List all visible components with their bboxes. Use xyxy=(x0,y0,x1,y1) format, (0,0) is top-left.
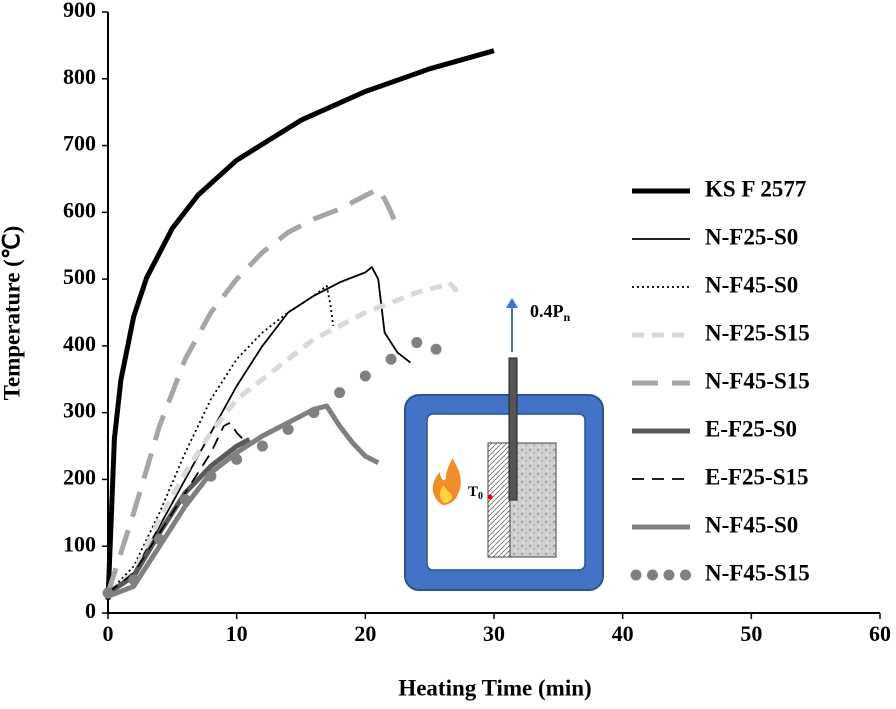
legend-label: E-F25-S0 xyxy=(705,416,797,441)
legend-swatch xyxy=(630,569,642,581)
y-tick-label: 100 xyxy=(63,531,96,556)
legend-label: KS F 2577 xyxy=(705,176,806,201)
x-tick-label: 50 xyxy=(740,621,762,646)
y-tick-label: 200 xyxy=(63,464,96,489)
legend-label: N-F25-S15 xyxy=(705,320,810,345)
legend-swatch xyxy=(680,569,691,581)
data-point xyxy=(282,423,294,435)
legend-label: N-F45-S15 xyxy=(705,560,810,585)
y-tick-label: 0 xyxy=(85,598,96,623)
data-point xyxy=(179,493,191,505)
cover-layer xyxy=(487,442,511,558)
load-label-text: 0.4P xyxy=(530,301,564,321)
legend-label: N-F45-S15 xyxy=(705,368,810,393)
data-point xyxy=(205,470,217,482)
legend-label: E-F25-S15 xyxy=(705,464,809,489)
y-tick-label: 600 xyxy=(63,197,96,222)
y-axis-label: Temperature (℃) xyxy=(0,226,24,401)
anchor-rod xyxy=(508,357,518,501)
data-point xyxy=(128,574,140,586)
thermocouple-label: T0 xyxy=(468,484,483,502)
series-line xyxy=(107,421,251,594)
x-tick-label: 40 xyxy=(612,621,634,646)
y-tick-label: 300 xyxy=(63,398,96,423)
x-tick-label: 30 xyxy=(483,621,505,646)
data-point xyxy=(430,343,442,355)
thermocouple-point xyxy=(487,494,493,500)
flame-core xyxy=(439,485,452,503)
series-line xyxy=(105,186,400,594)
load-label-subscript: n xyxy=(564,310,571,324)
series-line xyxy=(107,284,335,594)
data-point xyxy=(411,337,423,349)
y-tick-label: 400 xyxy=(63,331,96,356)
x-tick-label: 0 xyxy=(103,621,114,646)
y-tick-label: 900 xyxy=(63,0,96,22)
y-tick-label: 500 xyxy=(63,264,96,289)
legend-swatch xyxy=(663,569,675,581)
data-point xyxy=(334,387,346,399)
thermocouple-label-text: T xyxy=(468,484,478,500)
data-point xyxy=(153,534,165,546)
x-tick-label: 60 xyxy=(869,621,891,646)
legend-swatch xyxy=(647,569,658,581)
data-point xyxy=(102,587,114,599)
inset-diagram: 0.4Pn T0 xyxy=(404,298,604,591)
legend-label: N-F45-S0 xyxy=(705,512,798,537)
load-label: 0.4Pn xyxy=(530,301,571,324)
data-point xyxy=(231,453,243,465)
legend-label: N-F25-S0 xyxy=(705,224,798,249)
x-tick-label: 20 xyxy=(354,621,376,646)
arrow-head xyxy=(506,298,518,308)
x-axis-label: Heating Time (min) xyxy=(398,675,591,700)
flame-icon xyxy=(432,458,461,505)
x-tick-label: 10 xyxy=(226,621,248,646)
y-tick-label: 800 xyxy=(63,64,96,89)
series-line xyxy=(105,48,495,600)
thermocouple-label-subscript: 0 xyxy=(478,491,483,502)
legend-label: N-F45-S0 xyxy=(705,272,798,297)
series-line xyxy=(106,279,462,595)
data-point xyxy=(359,370,371,382)
y-tick-label: 700 xyxy=(63,131,96,156)
data-point xyxy=(256,440,268,452)
data-point xyxy=(385,353,397,365)
data-point xyxy=(308,407,320,419)
legend: KS F 2577 N-F25-S0 N-F45-S0 N-F25-S15 N-F45-… xyxy=(630,176,810,585)
series-line xyxy=(107,403,380,599)
